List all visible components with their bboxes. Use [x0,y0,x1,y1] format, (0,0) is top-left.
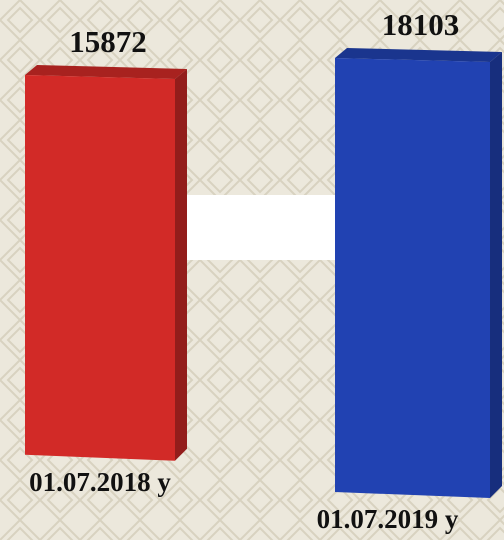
bar-side [490,52,502,498]
value-label: 18103 [382,7,460,42]
bar [335,58,490,498]
bar-top [335,48,502,62]
bar [25,75,175,461]
bar-top [25,65,187,79]
x-tick-label: 01.07.2019 y [317,504,459,534]
x-tick-label: 01.07.2018 y [29,467,171,497]
connector [185,195,337,260]
value-label: 15872 [69,24,147,59]
bar-side [175,69,187,461]
